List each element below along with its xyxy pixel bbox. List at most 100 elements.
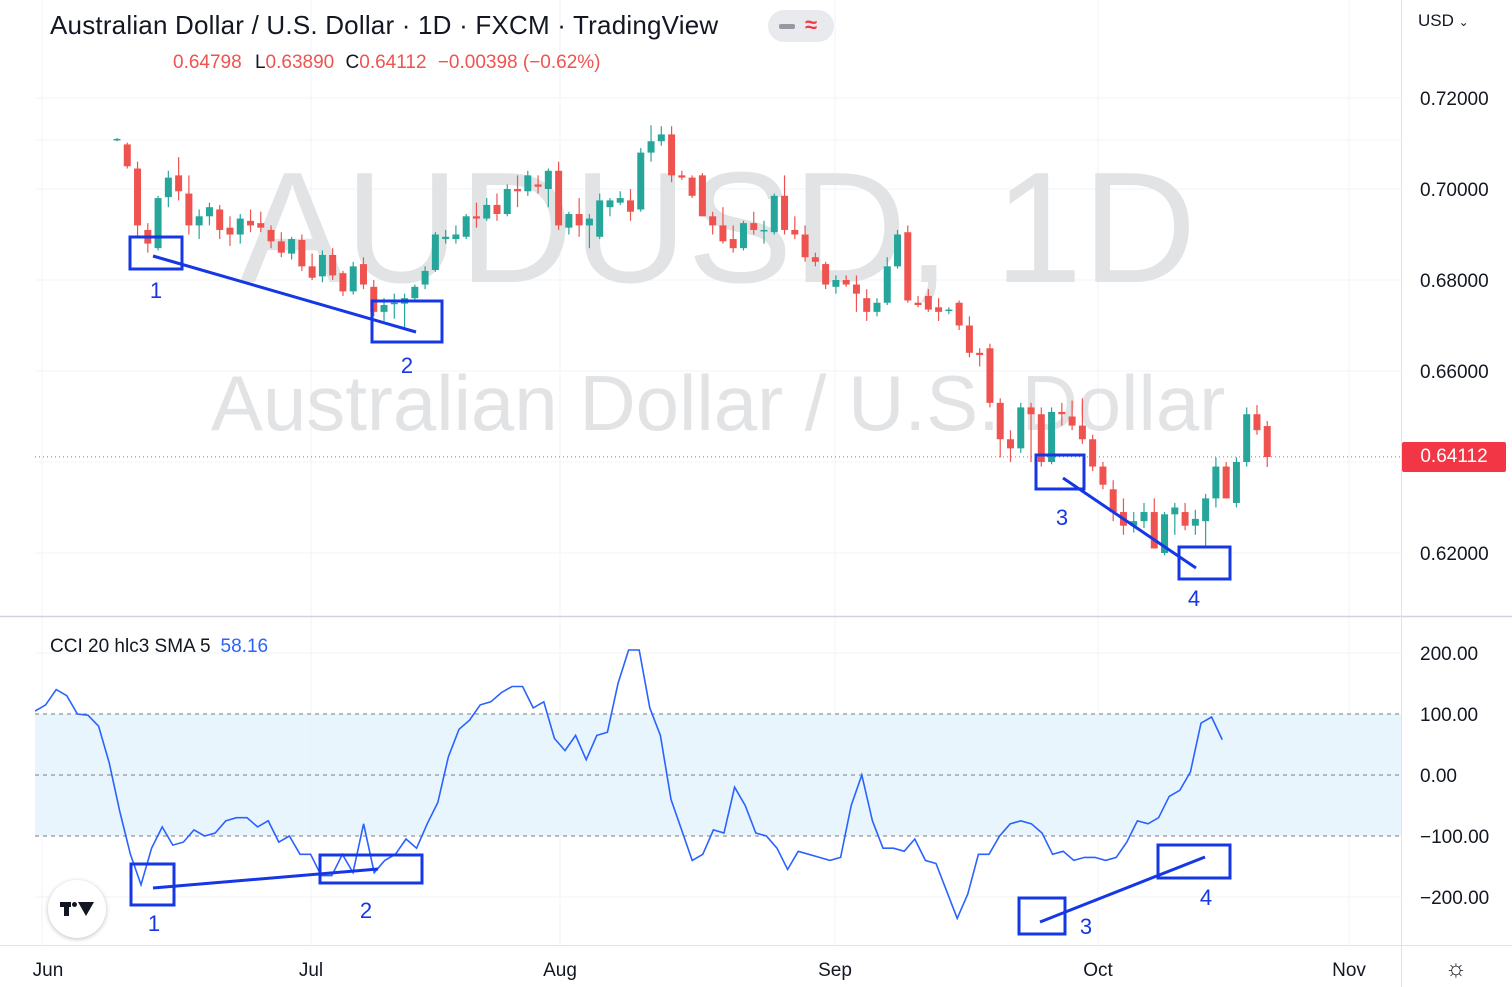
time-tick-label: Sep [818,960,852,981]
tradingview-logo-icon[interactable] [48,880,106,938]
cci-legend[interactable]: CCI 20 hlc3 SMA 5 58.16 [50,636,268,658]
cci-tick-label: 0.00 [1420,766,1457,787]
candle [729,225,737,253]
cci-tick-label: −200.00 [1420,888,1489,909]
candle-body [801,234,809,258]
candle-body [914,302,922,306]
candle-body [1130,521,1138,526]
candle-body [154,198,162,249]
candle-body [822,264,830,285]
candle-body [811,257,819,262]
symbol-title[interactable]: Australian Dollar / U.S. Dollar · 1D · F… [50,10,719,40]
time-tick-label: Aug [543,960,577,981]
cci-annotation-label-4: 4 [1200,885,1212,910]
candle [719,207,727,244]
cci-annotation-label-2: 2 [360,898,372,923]
candle-body [236,218,244,235]
cci-line [35,649,1223,921]
candle-body [575,214,583,226]
candle-body [1048,411,1056,462]
annotations: 1 2 3 4 1 2 3 4 [128,235,1232,939]
candle [534,175,542,194]
candle [483,198,491,221]
candle [760,220,768,244]
collapse-icon[interactable] [779,24,795,29]
candle [822,261,830,290]
candle-body [544,170,552,189]
candle [852,275,860,312]
candle [1058,402,1066,426]
candle [123,142,131,169]
candle [596,193,604,240]
candle-body [349,266,357,292]
cci-band-lines [35,713,1401,837]
time-tick-label: Oct [1083,960,1113,981]
candle-body [1037,414,1045,462]
candle-body [267,229,275,242]
candle [575,198,583,237]
price-axis[interactable]: 0.72000 0.70000 0.68000 0.66000 0.62000 [1420,89,1489,565]
candle [236,214,244,244]
time-tick-label: Nov [1332,960,1366,981]
candle-body [462,216,470,237]
price-trendline-1-2 [152,254,417,334]
candle-body [955,302,963,326]
candle [955,300,963,331]
candle-body [791,229,799,235]
candle [195,209,203,240]
gear-icon[interactable]: ☼ [1445,955,1467,982]
time-axis[interactable]: Jun Jul Aug Sep Oct Nov [33,960,1367,981]
cci-annotation-box-3 [1017,896,1067,936]
candle [277,232,285,258]
candle-body [1263,426,1271,457]
candle-body [503,189,511,215]
candle-body [1078,425,1086,440]
currency-selector[interactable]: USD ⌄ [1418,11,1469,31]
candle [750,211,758,235]
candle-body [986,348,994,403]
candle-body [1232,462,1240,503]
candle [514,175,522,208]
candle [904,225,912,303]
candle-body [216,209,224,230]
price-tick-label: 0.68000 [1420,271,1489,292]
candle-body [719,225,727,242]
candle-body [195,216,203,226]
candle-body [863,298,871,312]
price-annotation-label-3: 3 [1056,505,1068,530]
candle-body [472,216,480,219]
candle [976,348,984,367]
candle-body [1089,439,1097,467]
candle [1202,493,1210,549]
candle [668,126,676,183]
candle [1171,502,1179,535]
candle-body [781,195,789,230]
candle-body [647,141,655,153]
candle-body [1006,439,1014,449]
candle [247,209,255,233]
chevron-down-icon: ⌄ [1458,15,1469,29]
candle [185,175,193,235]
ohlc-change: −0.00398 (−0.62%) [437,52,601,73]
candle-body [134,168,142,226]
cci-annotation-box-1 [129,862,176,907]
candle [873,298,881,317]
candle-body [329,254,337,276]
cci-axis[interactable]: 200.00 100.00 0.00 −100.00 −200.00 [1420,644,1489,909]
approx-icon[interactable]: ≈ [805,12,818,37]
candle-body [616,198,624,203]
candle [1232,457,1240,508]
candle-body [514,189,522,192]
candle-body [945,309,953,312]
cci-annotation-box-4 [1156,843,1232,880]
candle-body [247,220,255,226]
candle-body [442,236,450,240]
candle-body [226,227,234,235]
indicator-toggle-pill[interactable]: ≈ [768,10,834,42]
candle [1243,407,1251,467]
candle [390,293,398,319]
candle-body [996,402,1004,440]
candle-body [113,138,121,141]
ohlc-low-label: L [254,52,266,73]
